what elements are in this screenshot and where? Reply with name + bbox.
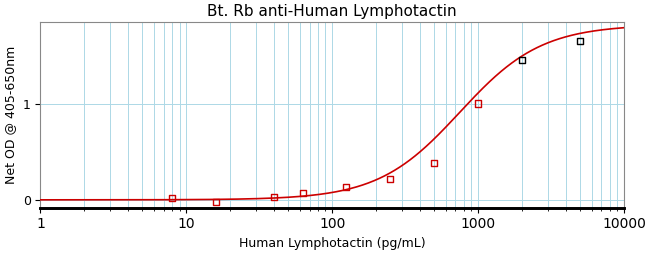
Y-axis label: Net OD @ 405-650nm: Net OD @ 405-650nm	[4, 45, 17, 184]
Point	[385, 177, 395, 181]
Point	[575, 39, 585, 43]
X-axis label: Human Lymphotactin (pg/mL): Human Lymphotactin (pg/mL)	[239, 237, 426, 250]
Point	[473, 102, 483, 106]
Point	[269, 195, 280, 199]
Point	[211, 200, 221, 204]
Point	[167, 196, 177, 200]
Title: Bt. Rb anti-Human Lymphotactin: Bt. Rb anti-Human Lymphotactin	[207, 4, 457, 19]
Point	[429, 161, 439, 165]
Point	[341, 185, 352, 189]
Point	[517, 58, 527, 62]
Point	[298, 191, 308, 195]
